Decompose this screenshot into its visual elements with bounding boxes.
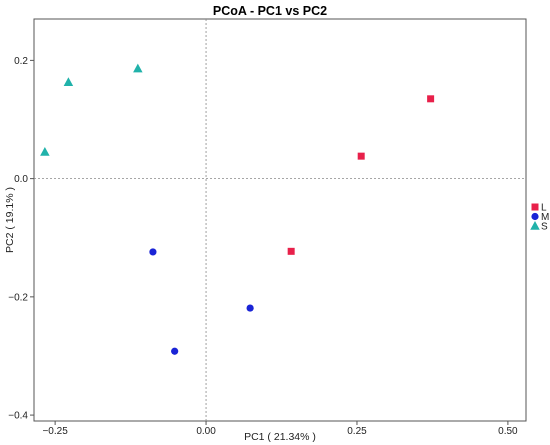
point-s — [63, 77, 74, 87]
legend-label-l: L — [541, 203, 547, 214]
chart-title: PCoA - PC1 vs PC2 — [213, 4, 327, 18]
point-m — [171, 347, 179, 355]
legend: LMS — [530, 203, 549, 233]
y-tick-label: 0.0 — [14, 174, 28, 185]
x-tick-label: 0.50 — [498, 426, 518, 437]
legend-marker-m — [531, 212, 539, 221]
plot-frame — [33, 18, 527, 422]
point-m — [246, 304, 254, 312]
x-axis-label: PC1 ( 21.34% ) — [244, 431, 316, 443]
point-l — [357, 152, 365, 160]
legend-label-s: S — [541, 222, 548, 233]
legend-label-m: M — [541, 212, 549, 223]
point-s — [40, 147, 50, 156]
legend-marker-l — [531, 203, 539, 211]
reference-lines — [34, 19, 526, 421]
y-axis-label: PC2 ( 19.1% ) — [4, 187, 16, 253]
y-tick-label: 0.2 — [14, 56, 28, 67]
point-l — [427, 95, 435, 103]
point-l — [287, 247, 295, 255]
x-axis-ticks: −0.25 0.00 0.25 0.50 — [42, 421, 518, 437]
y-axis-ticks: −0.4 −0.2 0.0 0.2 — [8, 56, 34, 422]
point-m — [149, 248, 157, 256]
x-tick-label: 0.00 — [196, 426, 216, 437]
legend-marker-s — [530, 221, 540, 230]
y-tick-label: −0.2 — [8, 292, 28, 303]
data-points — [40, 63, 435, 355]
x-tick-label: 0.25 — [347, 426, 367, 437]
point-s — [133, 63, 143, 73]
x-tick-label: −0.25 — [42, 426, 68, 437]
y-tick-label: −0.4 — [8, 411, 28, 422]
